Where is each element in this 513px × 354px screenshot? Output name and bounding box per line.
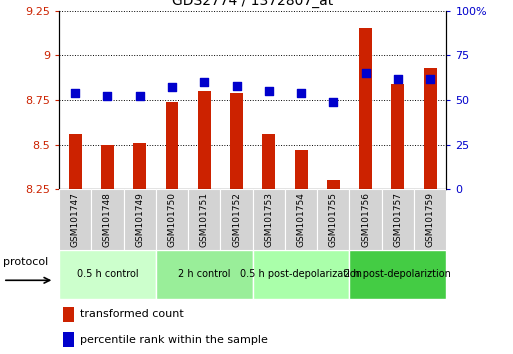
Text: 0.5 h control: 0.5 h control [76,269,138,279]
Bar [230,93,243,189]
Bar [69,134,82,189]
Text: GSM101756: GSM101756 [361,192,370,247]
Point [329,99,338,105]
Text: GSM101754: GSM101754 [297,192,306,247]
Point [394,76,402,81]
Bar [63,307,74,322]
Point [168,85,176,90]
Text: GSM101750: GSM101750 [167,192,176,247]
Bar [252,250,349,299]
Text: 2 h control: 2 h control [178,269,230,279]
Point [200,79,208,85]
Text: GSM101759: GSM101759 [426,192,435,247]
Text: GSM101747: GSM101747 [71,192,80,247]
Bar [391,84,404,189]
Bar [327,181,340,189]
Bar [166,102,179,189]
Point [135,93,144,99]
Text: protocol: protocol [3,257,48,267]
Text: 2 h post-depolariztion: 2 h post-depolariztion [344,269,451,279]
Bar [156,250,252,299]
Bar [285,189,317,250]
Point [232,83,241,88]
Point [71,90,79,96]
Text: transformed count: transformed count [81,309,184,320]
Title: GDS2774 / 1372807_at: GDS2774 / 1372807_at [172,0,333,8]
Bar [63,332,74,347]
Bar [188,189,221,250]
Bar [424,68,437,189]
Bar [221,189,252,250]
Bar [198,91,211,189]
Text: percentile rank within the sample: percentile rank within the sample [81,335,268,345]
Bar [317,189,349,250]
Bar [252,189,285,250]
Bar [59,250,156,299]
Bar [124,189,156,250]
Bar [414,189,446,250]
Text: GSM101755: GSM101755 [329,192,338,247]
Text: GSM101753: GSM101753 [264,192,273,247]
Bar [349,250,446,299]
Point [265,88,273,94]
Text: GSM101748: GSM101748 [103,192,112,247]
Point [362,70,370,76]
Text: GSM101751: GSM101751 [200,192,209,247]
Point [103,93,111,99]
Point [426,76,435,81]
Bar [349,189,382,250]
Text: 0.5 h post-depolarization: 0.5 h post-depolarization [240,269,362,279]
Text: GSM101752: GSM101752 [232,192,241,247]
Bar [156,189,188,250]
Bar [101,145,114,189]
Bar [382,189,414,250]
Text: GSM101757: GSM101757 [393,192,402,247]
Bar [91,189,124,250]
Bar [294,150,307,189]
Bar [359,28,372,189]
Point [297,90,305,96]
Bar [59,189,91,250]
Bar [262,134,275,189]
Bar [133,143,146,189]
Text: GSM101749: GSM101749 [135,192,144,247]
